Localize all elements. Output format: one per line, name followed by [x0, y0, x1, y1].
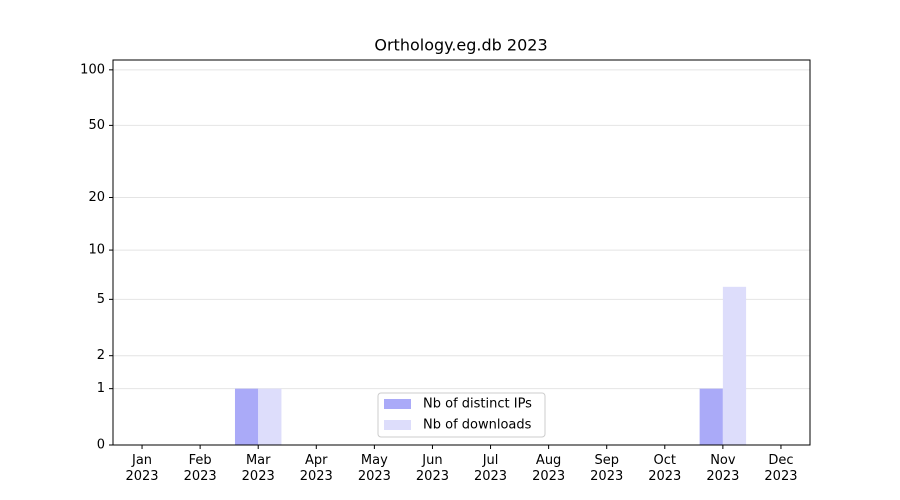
x-tick-label: Aug 2023	[532, 453, 566, 484]
legend-label: Nb of distinct IPs	[423, 397, 532, 412]
x-tick-label: Jan 2023	[125, 453, 159, 484]
y-tick-label: 2	[97, 348, 105, 363]
x-tick-label: Sep 2023	[590, 453, 624, 484]
x-tick-label: Apr 2023	[299, 453, 333, 484]
x-tick-label: Dec 2023	[764, 453, 798, 484]
x-tick-label: Jun 2023	[415, 453, 449, 484]
y-tick-label: 50	[88, 118, 105, 133]
legend-box	[377, 392, 546, 438]
plot-frame	[112, 59, 811, 446]
x-tick-label: Jul 2023	[473, 453, 508, 484]
y-tick-label: 5	[97, 292, 105, 307]
bar	[722, 286, 747, 445]
x-tick-label: Nov 2023	[706, 453, 740, 484]
y-tick-label: 20	[88, 190, 105, 205]
y-tick-label: 100	[80, 62, 105, 77]
x-tick-label: Mar 2023	[241, 453, 275, 484]
x-tick-label: May 2023	[357, 453, 391, 484]
legend-swatch	[384, 420, 411, 430]
legend-swatch	[384, 399, 411, 409]
legend: Nb of distinct IPs Nb of downloads	[377, 392, 546, 438]
y-tick-label: 0	[97, 438, 105, 453]
bar	[234, 388, 259, 445]
x-tick-label: Oct 2023	[648, 453, 682, 484]
x-tick-label: Feb 2023	[183, 453, 217, 484]
chart-title: Orthology.eg.db 2023	[374, 36, 547, 55]
y-tick-label: 1	[97, 381, 105, 396]
bar	[699, 388, 723, 445]
legend-label: Nb of downloads	[423, 418, 532, 433]
bar	[258, 388, 282, 445]
y-tick-label: 10	[88, 243, 105, 258]
